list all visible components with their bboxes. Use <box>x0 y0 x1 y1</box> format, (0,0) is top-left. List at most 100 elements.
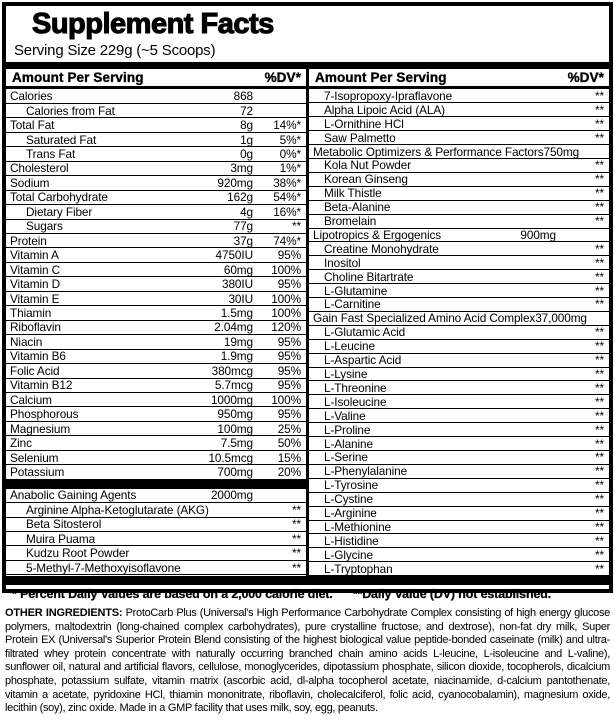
nutrient-row: L-Glutamine ** <box>309 283 609 299</box>
nutrient-name: Muira Puama <box>26 531 96 546</box>
nutrient-row: Total Carbohydrate 162g 54%* <box>6 190 306 206</box>
left-column-header: Amount Per Serving %DV* <box>6 69 306 90</box>
nutrient-row: Vitamin D 380IU 95% <box>6 277 306 292</box>
other-ingredients-label: OTHER INGREDIENTS: <box>5 607 123 619</box>
nutrient-row: Magnesium 100mg 25% <box>6 421 306 437</box>
nutrient-row: Creatine Monohydrate ** <box>309 241 609 257</box>
nutrient-dv: ** <box>595 561 604 576</box>
nutrient-dv: ** <box>292 219 301 234</box>
nutrient-row: Inositol ** <box>309 255 609 271</box>
nutrient-dv: ** <box>595 102 604 117</box>
nutrient-row: Anabolic Gaining Agents 2000mg <box>6 488 306 504</box>
nutrient-dv: ** <box>595 116 604 131</box>
supplement-facts-label-box: Supplement Facts Serving Size 229g (~5 S… <box>2 2 613 601</box>
nutrient-name: Metabolic Optimizers & Performance Facto… <box>313 144 544 159</box>
nutrient-dv: ** <box>595 255 604 270</box>
nutrient-dv: ** <box>595 478 604 493</box>
nutrient-dv: 1%* <box>279 161 301 176</box>
nutrient-row: L-Glutamic Acid ** <box>309 325 609 340</box>
nutrient-name: Milk Thistle <box>324 186 382 201</box>
nutrient-dv: ** <box>292 546 301 561</box>
nutrient-row: Korean Ginseng ** <box>309 172 609 187</box>
nutrient-amount: 750mg <box>543 144 580 159</box>
nutrient-amount: 868 <box>233 89 253 104</box>
nutrient-row: Niacin 19mg 95% <box>6 334 306 350</box>
nutrient-row: L-Leucine ** <box>309 339 609 354</box>
nutrient-dv: ** <box>595 186 604 201</box>
nutrient-dv: ** <box>292 531 301 546</box>
other-ingredients-paragraph: OTHER INGREDIENTS: ProtoCarb Plus (Unive… <box>0 604 615 716</box>
nutrient-row: Selenium 10.5mcg 15% <box>6 450 306 466</box>
nutrient-row: Metabolic Optimizers & Performance Facto… <box>309 145 609 159</box>
nutrient-row: L-Proline ** <box>309 423 609 438</box>
nutrient-row: Vitamin C 60mg 100% <box>6 262 306 278</box>
nutrient-name: L-Ornithine HCl <box>324 116 404 131</box>
nutrient-dv: 95% <box>277 363 301 378</box>
nutrient-columns: Amount Per Serving %DV* Calories 868 Calor… <box>6 69 609 577</box>
nutrient-row: L-Serine ** <box>309 450 609 465</box>
right-column: Amount Per Serving %DV* 7-Isopropoxy-Ipr… <box>306 69 609 577</box>
nutrient-name: L-Threonine <box>324 380 387 395</box>
nutrient-dv: 95% <box>277 277 301 292</box>
nutrient-row: Bromelain ** <box>309 214 609 229</box>
nutrient-name: Trans Fat <box>26 146 76 161</box>
nutrient-dv: 74%* <box>273 233 301 248</box>
nutrient-dv: ** <box>595 130 604 145</box>
nutrient-amount: 950mg <box>217 407 253 422</box>
nutrient-amount: 19mg <box>223 334 253 349</box>
nutrient-row: Alpha Lipoic Acid (ALA) ** <box>309 102 609 118</box>
nutrient-amount: 7.5mg <box>220 436 253 451</box>
nutrient-dv: ** <box>595 394 604 409</box>
nutrient-name: L-Glutamine <box>324 283 388 298</box>
nutrient-name: Total Carbohydrate <box>10 190 108 205</box>
nutrient-dv: ** <box>595 241 604 256</box>
nutrient-row: L-Alanine ** <box>309 437 609 451</box>
nutrient-row: Trans Fat 0g 0%* <box>6 146 306 162</box>
nutrient-row: L-Threonine ** <box>309 380 609 396</box>
nutrient-amount: 380IU <box>222 277 253 292</box>
nutrient-row: Gain Fast Specialized Amino Acid Complex… <box>309 311 609 326</box>
nutrient-dv: 95% <box>277 378 301 393</box>
amount-per-serving-label: Amount Per Serving <box>315 70 447 86</box>
nutrient-row: L-Aspartic Acid ** <box>309 353 609 368</box>
right-column-header: Amount Per Serving %DV* <box>309 69 609 90</box>
nutrient-name: Choline Bitartrate <box>324 269 414 284</box>
nutrient-dv: 120% <box>271 320 301 335</box>
nutrient-name: L-Arginine <box>324 506 377 521</box>
nutrient-name: Creatine Monohydrate <box>324 241 439 256</box>
nutrient-amount: 162g <box>227 190 253 205</box>
nutrient-row: Thiamin 1.5mg 100% <box>6 306 306 321</box>
nutrient-name: Saw Palmetto <box>324 130 396 145</box>
nutrient-row: Muira Puama ** <box>6 531 306 547</box>
nutrient-name: Niacin <box>10 334 43 349</box>
nutrient-row: Choline Bitartrate ** <box>309 269 609 285</box>
nutrient-amount: 77g <box>233 219 253 234</box>
nutrient-name: L-Leucine <box>324 339 375 354</box>
nutrient-dv: 15% <box>277 450 301 465</box>
dv-header-label: %DV* <box>264 70 301 86</box>
nutrient-amount: 37g <box>233 233 253 248</box>
label-header: Supplement Facts Serving Size 229g (~5 S… <box>6 6 609 62</box>
nutrient-name: Vitamin D <box>10 277 61 292</box>
nutrient-row: Folic Acid 380mcg 95% <box>6 363 306 379</box>
nutrient-row: L-Arginine ** <box>309 506 609 521</box>
nutrient-row: Sugars 77g ** <box>6 219 306 234</box>
nutrient-name: 5-Methyl-7-Methoxyisoflavone <box>26 560 181 575</box>
nutrient-name: Vitamin C <box>10 262 61 277</box>
nutrient-name: Sugars <box>26 219 63 234</box>
nutrient-dv: ** <box>595 408 604 423</box>
nutrient-amount: 3mg <box>230 161 253 176</box>
dv-header-label: %DV* <box>567 70 604 86</box>
nutrient-row: L-Histidine ** <box>309 534 609 549</box>
nutrient-amount: 2000mg <box>210 488 253 503</box>
nutrient-row: Vitamin B12 5.7mcg 95% <box>6 378 306 393</box>
nutrient-name: L-Lysine <box>324 367 368 382</box>
nutrient-dv: 95% <box>277 407 301 422</box>
nutrient-dv: 25% <box>277 421 301 436</box>
nutrient-name: Selenium <box>10 450 59 465</box>
nutrient-name: L-Carnitine <box>324 297 381 312</box>
nutrient-name: Arginine Alpha-Ketoglutarate (AKG) <box>26 502 209 517</box>
nutrient-amount: 5.7mcg <box>214 378 253 393</box>
nutrient-row: Milk Thistle ** <box>309 186 609 201</box>
